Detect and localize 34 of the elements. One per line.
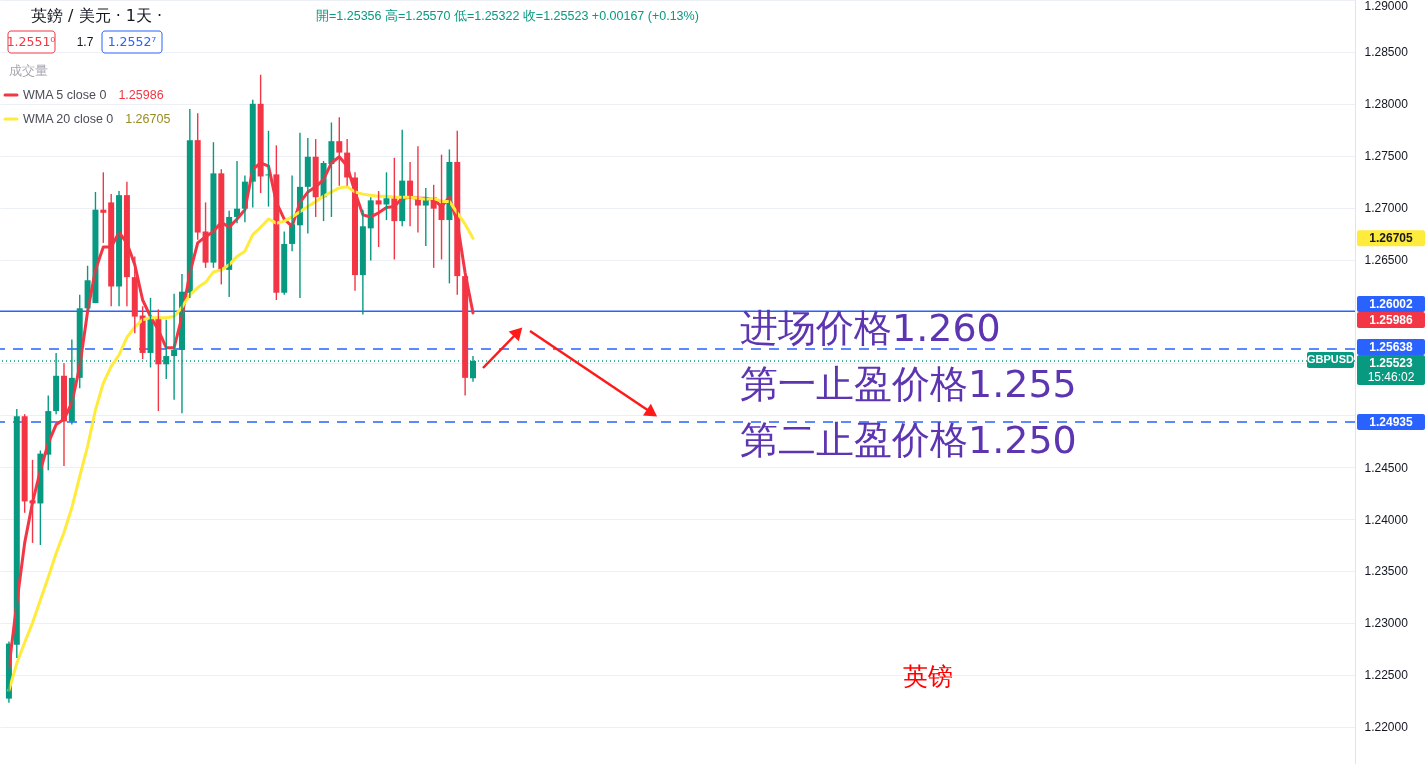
annotation: 英镑 bbox=[903, 662, 953, 691]
text: 1.25986 bbox=[1369, 313, 1414, 328]
y-tick-label: 1.24500 bbox=[1364, 460, 1409, 475]
y-tick-label: 1.23000 bbox=[1364, 616, 1409, 631]
legend-label: WMA 20 close 0 bbox=[23, 112, 114, 126]
y-tick-label: 1.28500 bbox=[1364, 45, 1409, 60]
annotation: 1.25986 bbox=[118, 88, 164, 102]
y-tick-label: 1.22000 bbox=[1364, 720, 1409, 735]
text: 15:46:02 bbox=[1367, 370, 1415, 384]
annotation: 第一止盈价格1.255 bbox=[740, 362, 1077, 406]
annotation: 1.26705 bbox=[125, 112, 171, 126]
ref-line-label: 1.25523 bbox=[1369, 355, 1414, 370]
ref-line-label: 1.25638 bbox=[1369, 339, 1414, 354]
annotation: 成交量 bbox=[9, 63, 48, 78]
y-tick-label: 1.22500 bbox=[1364, 668, 1409, 683]
text: 1.26705 bbox=[1369, 231, 1414, 246]
y-tick-label: 1.27000 bbox=[1364, 201, 1409, 216]
annotation: 1.7 bbox=[76, 35, 94, 49]
y-tick-label: 1.23500 bbox=[1364, 564, 1409, 579]
y-tick-label: 1.29000 bbox=[1364, 0, 1409, 13]
y-tick-label: 1.24000 bbox=[1364, 512, 1409, 527]
annotation: GBPUSD bbox=[1306, 353, 1355, 365]
text: 開=1.25356 高=1.25570 低=1.25322 收=1.25523 +0.00167 (+0.13%) bbox=[316, 8, 699, 23]
y-tick-label: 1.27500 bbox=[1364, 149, 1409, 164]
annotation: 1.2551⁰ bbox=[6, 34, 56, 49]
ref-line-label: 1.24935 bbox=[1369, 414, 1414, 429]
annotation: 进场价格1.260 bbox=[740, 306, 1001, 350]
annotation: 1.2552⁷ bbox=[107, 34, 157, 49]
y-tick-label: 1.28000 bbox=[1364, 97, 1409, 112]
y-tick-label: 1.26500 bbox=[1364, 253, 1409, 268]
legend-label: WMA 5 close 0 bbox=[23, 88, 107, 102]
chart-title: 英鎊 / 美元 · 1天 · bbox=[31, 6, 163, 25]
annotation: 第二止盈价格1.250 bbox=[740, 418, 1077, 462]
ref-line-label: 1.26002 bbox=[1369, 297, 1414, 312]
